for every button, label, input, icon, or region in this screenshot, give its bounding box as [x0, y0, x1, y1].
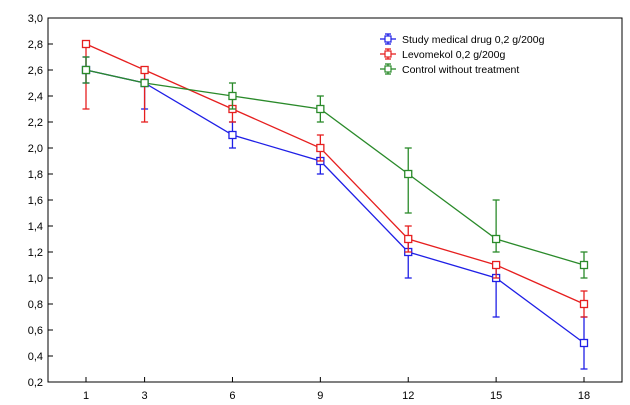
data-point: [81, 39, 91, 49]
data-point: [228, 91, 237, 101]
y-tick-label: 1,0: [28, 273, 43, 285]
x-tick-label: 1: [83, 390, 89, 402]
y-tick-label: 1,8: [28, 169, 43, 181]
y-tick-label: 1,6: [28, 195, 43, 207]
legend-item: Study medical drug 0,2 g/200g: [380, 33, 545, 46]
legend-label: Study medical drug 0,2 g/200g: [402, 34, 545, 46]
y-tick-label: 0,6: [28, 325, 43, 337]
data-point: [579, 299, 589, 309]
legend-label: Levomekol 0,2 g/200g: [402, 49, 505, 61]
y-tick-label: 2,6: [28, 65, 43, 77]
legend-item: Control without treatment: [380, 63, 519, 76]
data-point: [404, 234, 413, 244]
y-tick-label: 2,8: [28, 39, 43, 51]
legend-marker: [384, 35, 392, 43]
legend: Study medical drug 0,2 g/200g Levomekol 0…: [380, 33, 545, 76]
plot-area: [47, 17, 623, 383]
x-tick-label: 3: [142, 390, 148, 402]
y-tick-label: 2,2: [28, 117, 43, 129]
data-point: [491, 234, 501, 244]
x-tick-label: 18: [578, 390, 590, 402]
legend-item: Levomekol 0,2 g/200g: [380, 48, 505, 61]
y-tick-label: 3,0: [28, 13, 43, 25]
data-point: [228, 130, 237, 140]
y-tick-label: 0,4: [28, 351, 43, 363]
series-layer: [81, 39, 589, 370]
series-3: [81, 56, 589, 279]
data-point: [579, 338, 589, 348]
legend-marker: [384, 65, 392, 73]
y-tick-label: 1,2: [28, 247, 43, 259]
y-tick-label: 1,4: [28, 221, 43, 233]
data-point: [81, 65, 91, 75]
y-tick-label: 2,4: [28, 91, 43, 103]
data-point: [579, 260, 589, 270]
legend-label: Control without treatment: [402, 64, 519, 76]
y-axis: 0,2 0,4 0,6 0,8 1,0 1,2 1,4 1,6 1,8 2,0 2,2 2,4 2,6 2…: [28, 13, 53, 389]
x-tick-label: 9: [317, 390, 323, 402]
data-point: [140, 65, 149, 75]
x-tick-label: 6: [229, 390, 235, 402]
x-tick-label: 12: [402, 390, 414, 402]
y-tick-label: 0,8: [28, 299, 43, 311]
y-tick-label: 2,0: [28, 143, 43, 155]
data-point: [404, 169, 413, 179]
data-point: [491, 260, 501, 270]
data-point: [316, 143, 325, 153]
data-point: [140, 78, 149, 88]
x-axis: 1 3 6 9 12 15 18: [83, 377, 590, 402]
x-tick-label: 15: [490, 390, 502, 402]
data-point: [316, 104, 325, 114]
y-tick-label: 0,2: [28, 377, 43, 389]
legend-marker: [384, 50, 392, 58]
